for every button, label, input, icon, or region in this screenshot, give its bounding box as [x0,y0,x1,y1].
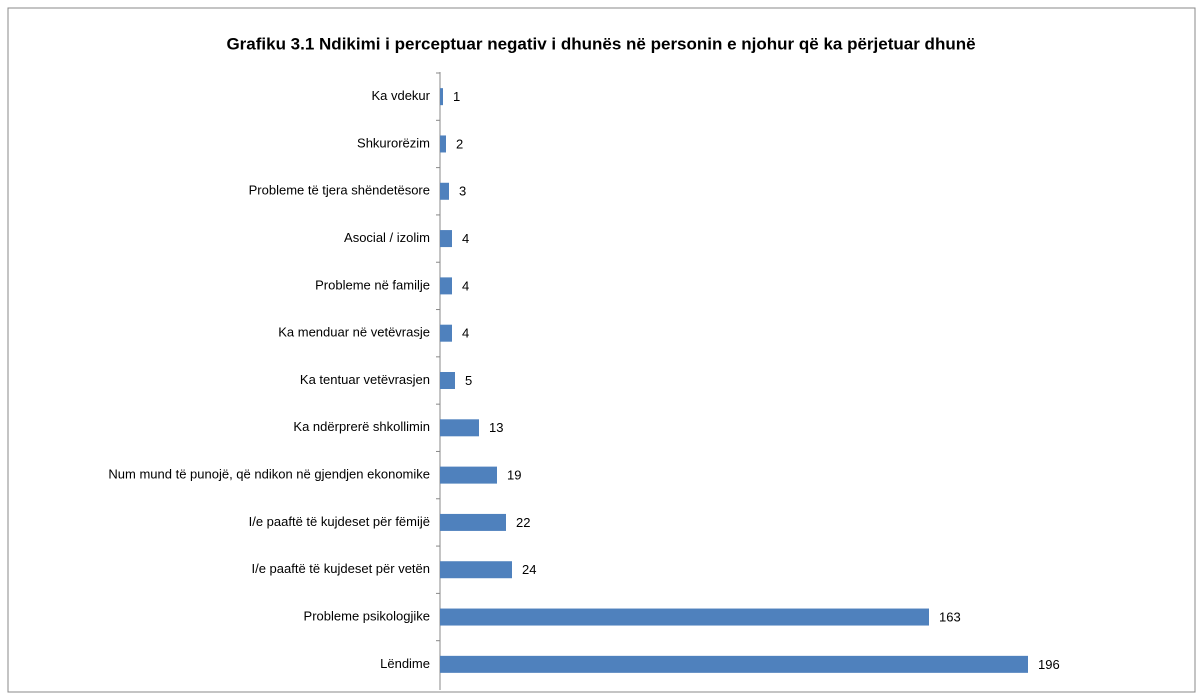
category-label: Ka vdekur [371,88,430,103]
bar [440,324,452,342]
bar [440,135,446,153]
category-label: Probleme psikologjike [304,608,430,623]
value-label: 196 [1038,657,1060,672]
value-label: 5 [465,373,472,388]
category-label: Probleme në familje [315,277,430,292]
chart-frame [7,7,1196,693]
category-label: I/e paaftë të kujdeset për fëmijë [249,514,430,529]
category-label: I/e paaftë të kujdeset për vetën [251,561,430,576]
bar [440,655,1028,673]
bar [440,513,506,531]
value-label: 3 [459,184,466,199]
value-label: 22 [516,515,530,530]
bar [440,561,512,579]
value-label: 13 [489,420,503,435]
category-label: Num mund të punojë, që ndikon në gjendje… [108,467,430,482]
category-label: Ka ndërprerë shkollimin [293,419,430,434]
bar [440,608,929,626]
bar [440,230,452,248]
category-label: Ka menduar në vetëvrasje [278,325,430,340]
bar [440,182,449,200]
category-label: Probleme të tjera shëndetësore [249,183,430,198]
value-label: 4 [462,278,469,293]
category-label: Ka tentuar vetëvrasjen [300,372,430,387]
value-label: 19 [507,468,521,483]
category-label: Lëndime [380,656,430,671]
category-label: Asocial / izolim [344,230,430,245]
value-label: 1 [453,89,460,104]
value-label: 4 [462,326,469,341]
value-label: 163 [939,609,961,624]
chart-title: Grafiku 3.1 Ndikimi i perceptuar negativ… [226,34,975,53]
bar [440,277,452,295]
bar [440,466,497,484]
value-label: 2 [456,136,463,151]
value-label: 4 [462,231,469,246]
bar [440,88,443,106]
bar [440,419,479,437]
value-label: 24 [522,562,536,577]
category-label: Shkurorëzim [357,135,430,150]
bar [440,372,455,389]
